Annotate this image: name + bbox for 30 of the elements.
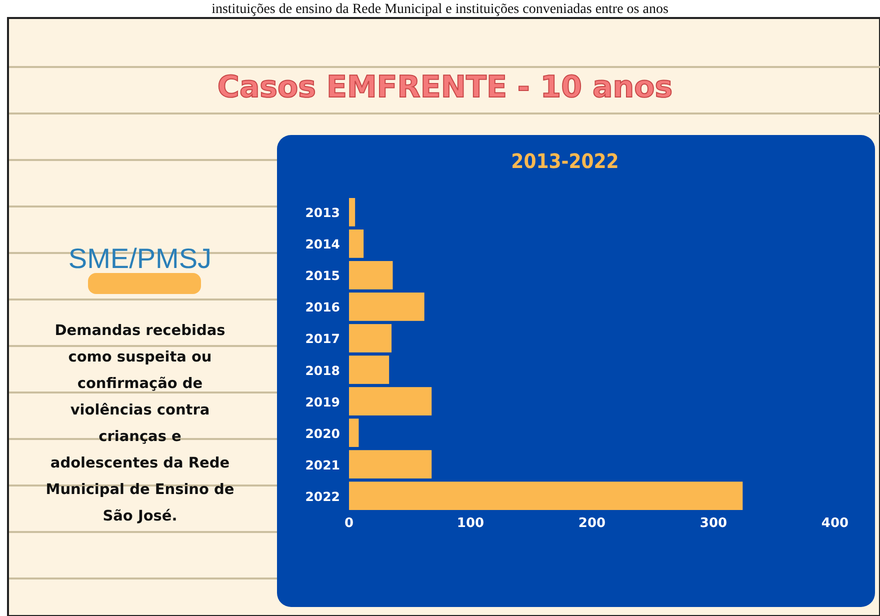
bar bbox=[349, 261, 393, 290]
x-tick-label: 100 bbox=[456, 516, 484, 531]
y-tick-label: 2018 bbox=[305, 362, 340, 378]
chart-subtitle: 2013-2022 bbox=[511, 149, 619, 173]
chart-title: Casos EMFRENTE - 10 anos bbox=[217, 70, 673, 105]
x-tick-label: 200 bbox=[578, 516, 606, 531]
y-tick-label: 2021 bbox=[305, 457, 340, 472]
text: Demandas recebidas como suspeita ou confirmação de violências contra crianças e adolescentes da Rede Municipal de Ensino de São José. bbox=[46, 323, 234, 524]
y-tick-label: 2016 bbox=[305, 300, 340, 315]
bar bbox=[349, 356, 390, 384]
x-tick-label: 300 bbox=[700, 516, 728, 531]
y-tick-label: 2015 bbox=[305, 268, 340, 284]
y-tick-label: 2022 bbox=[305, 488, 340, 504]
bar bbox=[349, 198, 356, 226]
y-tick-label: 2019 bbox=[305, 394, 340, 410]
bar bbox=[349, 230, 364, 258]
text: instituições de ensino da Rede Municipal e instituições conveniadas entre os anos bbox=[212, 2, 668, 17]
y-tick-label: 2014 bbox=[305, 236, 340, 252]
text: SME/PMSJ bbox=[68, 243, 212, 274]
bar bbox=[349, 324, 392, 352]
bar bbox=[349, 482, 743, 510]
x-tick-label: 0 bbox=[344, 516, 354, 531]
x-tick-label: 400 bbox=[821, 516, 849, 531]
y-tick-label: 2020 bbox=[305, 426, 340, 441]
bar bbox=[349, 292, 424, 321]
y-tick-label: 2017 bbox=[305, 331, 340, 346]
bar bbox=[349, 418, 359, 447]
bar bbox=[349, 387, 432, 416]
y-tick-label: 2013 bbox=[305, 205, 340, 220]
bar bbox=[349, 450, 432, 478]
